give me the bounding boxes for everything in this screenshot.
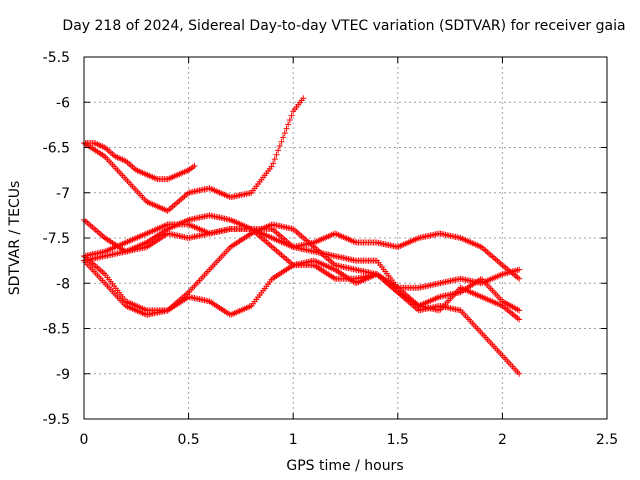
data-point xyxy=(191,162,198,169)
data-point xyxy=(286,116,293,123)
axis-ticks: 0 0.5 1 1.5 2 2.5 -5.5 -6 -6.5 -7 -7.5 -8 -8.5 -9 -9.5 xyxy=(43,50,618,448)
data-point xyxy=(285,121,292,128)
y-tick-label: -7 xyxy=(56,186,70,202)
data-point xyxy=(278,138,285,145)
series-track-1 xyxy=(81,139,198,183)
y-tick-label: -9.5 xyxy=(43,412,70,428)
data-point xyxy=(516,307,523,314)
data-points xyxy=(81,95,523,377)
y-axis-label: SDTVAR / TECUs xyxy=(7,181,23,296)
y-tick-label: -8 xyxy=(56,276,70,292)
y-tick-label: -9 xyxy=(56,367,70,383)
x-tick-label: 0 xyxy=(80,432,89,448)
x-tick-label: 1.5 xyxy=(387,432,409,448)
data-point xyxy=(300,95,307,102)
data-point xyxy=(275,147,282,154)
series-track-2 xyxy=(81,95,307,214)
x-axis-label: GPS time / hours xyxy=(286,458,403,474)
series-track-3 xyxy=(81,212,523,291)
data-point xyxy=(271,156,278,163)
data-point xyxy=(270,160,277,167)
y-tick-label: -7.5 xyxy=(43,231,70,247)
data-point xyxy=(276,143,283,150)
y-tick-label: -6 xyxy=(56,95,70,111)
y-tick-label: -8.5 xyxy=(43,322,70,338)
y-tick-label: -5.5 xyxy=(43,50,70,66)
data-point xyxy=(280,134,287,141)
x-tick-label: 2.5 xyxy=(596,432,618,448)
y-tick-label: -6.5 xyxy=(43,141,70,157)
data-point xyxy=(516,275,523,282)
chart-title: Day 218 of 2024, Sidereal Day-to-day VTE… xyxy=(62,18,625,34)
data-point xyxy=(516,266,523,273)
data-point xyxy=(281,130,288,137)
data-point xyxy=(283,125,290,132)
series-track-5 xyxy=(81,221,523,282)
x-tick-label: 0.5 xyxy=(177,432,199,448)
data-point xyxy=(268,163,275,170)
data-point xyxy=(288,112,295,119)
data-point xyxy=(516,316,523,323)
data-point xyxy=(273,151,280,158)
x-tick-label: 1 xyxy=(289,432,298,448)
x-tick-label: 2 xyxy=(498,432,507,448)
series-track-7 xyxy=(81,221,523,377)
data-point xyxy=(516,370,523,377)
